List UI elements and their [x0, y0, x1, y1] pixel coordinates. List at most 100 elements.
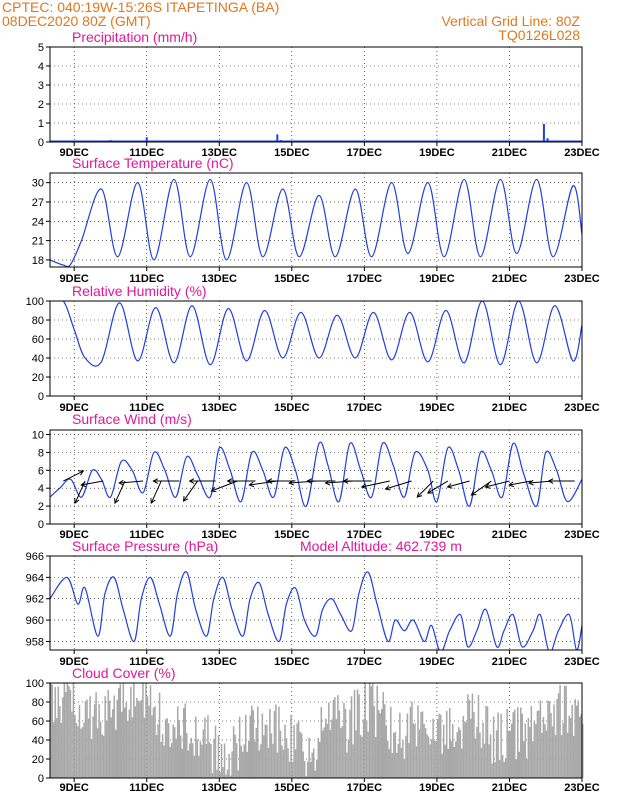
cloud-bar [105, 721, 108, 778]
cloud-bar [269, 708, 271, 778]
wind-arrow-head [484, 483, 491, 489]
cloud-bar [385, 725, 388, 778]
wind-arrow [249, 480, 278, 486]
cloud-bar [300, 733, 303, 778]
x-tick-label: 13DEC [202, 656, 238, 668]
cloud-bar [276, 752, 279, 778]
cloud-bar [217, 735, 220, 778]
cloud-bar [108, 700, 111, 778]
y-tick-label: 100 [26, 296, 44, 308]
cloud-bar [569, 718, 572, 778]
y-tick-label: 80 [32, 697, 44, 709]
cloud-bar [529, 726, 531, 778]
cloud-bar [396, 752, 398, 778]
cloud-bar [580, 714, 582, 778]
cloud-bar [343, 702, 345, 778]
cloud-bar [353, 689, 356, 778]
cloud-bar [293, 724, 295, 778]
cloud-bar [195, 716, 197, 778]
wind-arrow-head [210, 486, 217, 493]
cloud-bar [192, 743, 194, 778]
cloud-bar [178, 719, 180, 778]
cloud-bar [560, 735, 563, 778]
cloud-bar [69, 689, 72, 778]
wind-arrow-head [114, 498, 120, 504]
cloud-bar [526, 759, 528, 778]
cloud-bar [251, 705, 253, 778]
cloud-bar [430, 739, 433, 778]
cloud-bar [450, 741, 453, 778]
wind-arrow [183, 480, 198, 502]
cloud-bar [291, 761, 294, 778]
cloud-bar [515, 759, 518, 778]
x-tick-label: 17DEC [347, 147, 383, 159]
wind-arrow-head [426, 488, 433, 494]
cloud-bar [136, 697, 138, 778]
cloud-bar [220, 744, 223, 778]
x-tick-label: 11DEC [129, 656, 164, 668]
cloud-bar [214, 725, 217, 778]
cloud-bar [328, 702, 330, 778]
wind-arrow [211, 480, 238, 492]
cloud-bar [243, 744, 245, 778]
cloud-bar [352, 744, 354, 778]
cloud-bar [84, 701, 87, 778]
cloud-bar [234, 734, 236, 778]
cloud-bar [137, 700, 140, 778]
cloud-bar [497, 712, 499, 778]
cloud-bar [577, 700, 579, 778]
header-grid-line: Vertical Grid Line: 80Z [441, 13, 580, 29]
x-tick-label: 15DEC [274, 529, 310, 541]
x-tick-label: 21DEC [492, 656, 528, 668]
wind-arrow [63, 470, 84, 482]
cloud-bar [362, 719, 365, 778]
cloud-bar [118, 688, 120, 778]
cloud-bar [175, 738, 177, 778]
cloud-bar [237, 770, 239, 778]
cloud-bar [448, 708, 451, 778]
wind-arrow [447, 480, 470, 488]
cloud-bar [465, 722, 468, 778]
cloud-bar [93, 704, 96, 778]
cloud-bar [568, 715, 570, 778]
cloud-bar [337, 695, 339, 778]
cloud-bar [350, 696, 353, 778]
precip-bar [276, 134, 279, 142]
cloud-bar [74, 715, 76, 778]
cloud-bar [557, 693, 560, 778]
panel-title: Relative Humidity (%) [72, 283, 207, 299]
cloud-bar [81, 727, 84, 778]
cloud-bar [332, 699, 335, 778]
cloud-bar [563, 685, 566, 778]
cloud-bar [139, 701, 141, 778]
header-model: TQ0126L028 [498, 27, 580, 43]
cloud-bar [461, 748, 463, 778]
cloud-bar [260, 744, 262, 778]
cloud-bar [60, 722, 63, 778]
y-tick-label: 40 [32, 735, 44, 747]
cloud-bar [98, 704, 100, 778]
cloud-bar [127, 720, 129, 778]
cloud-bar [148, 705, 150, 778]
cloud-bar [186, 733, 188, 778]
cloud-bar [288, 761, 291, 778]
wind-arrow-head [324, 479, 331, 486]
x-tick-label: 21DEC [492, 273, 528, 285]
wind-arrow-head [446, 483, 453, 489]
panel-3: Relative Humidity (%) 0 20 40 60 80 100 9DEC 11D… [26, 283, 600, 414]
y-tick-label: 4 [38, 483, 44, 495]
cloud-bar [172, 724, 174, 778]
cloud-bar [219, 771, 221, 778]
cloud-bar [575, 705, 578, 778]
cloud-bar [467, 694, 469, 778]
panel-title: Cloud Cover (%) [72, 665, 175, 681]
cloud-bar [65, 691, 67, 778]
cloud-bar [87, 718, 90, 778]
x-tick-label: 21DEC [492, 782, 528, 794]
cloud-bar [361, 736, 363, 778]
cloud-bar [412, 723, 415, 778]
cloud-bar [102, 735, 105, 778]
cloud-bar [458, 727, 460, 778]
cloud-bar [545, 730, 548, 778]
x-tick-label: 21DEC [492, 402, 528, 414]
